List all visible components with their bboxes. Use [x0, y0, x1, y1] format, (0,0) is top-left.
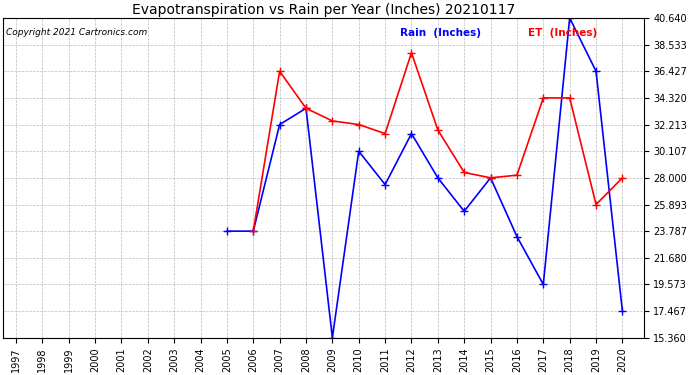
Text: Rain  (Inches): Rain (Inches)	[400, 27, 481, 38]
Title: Evapotranspiration vs Rain per Year (Inches) 20210117: Evapotranspiration vs Rain per Year (Inc…	[132, 3, 515, 17]
Text: Copyright 2021 Cartronics.com: Copyright 2021 Cartronics.com	[6, 27, 147, 36]
Text: ET  (Inches): ET (Inches)	[528, 27, 598, 38]
